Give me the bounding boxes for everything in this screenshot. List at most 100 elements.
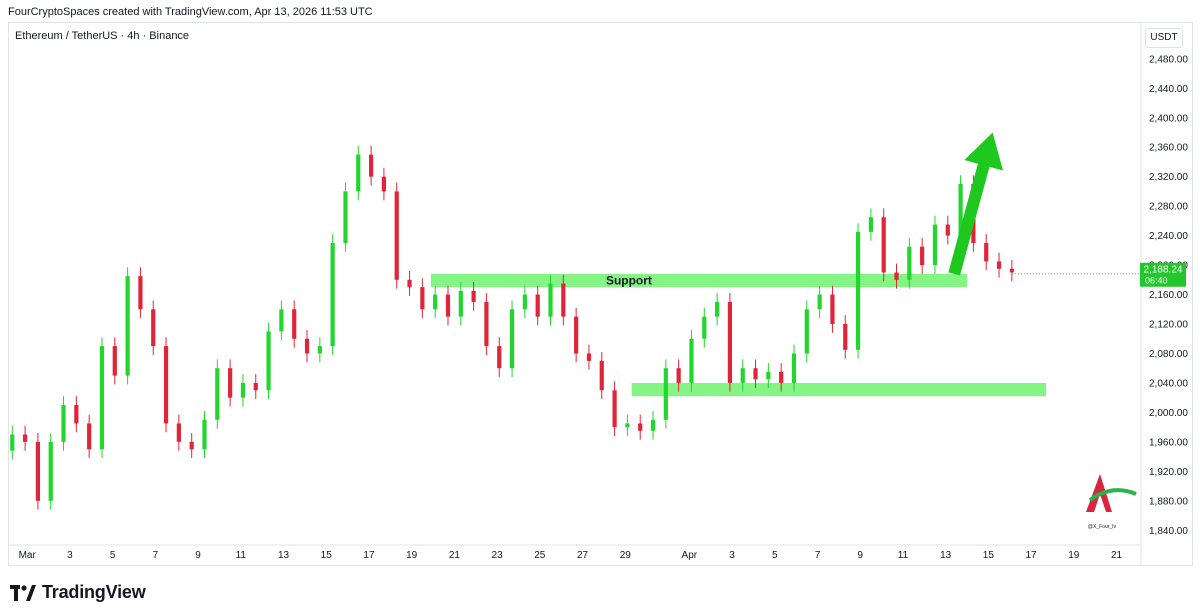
currency-button[interactable]: USDT — [1145, 28, 1183, 48]
x-tick-label: 7 — [815, 550, 821, 561]
candle-body — [868, 217, 873, 232]
y-tick-label: 2,440.00 — [1149, 84, 1188, 95]
y-tick-label: 1,960.00 — [1149, 437, 1188, 448]
y-tick-label: 2,120.00 — [1149, 320, 1188, 331]
candle-body — [727, 301, 733, 383]
candle-body — [112, 346, 117, 376]
candle-body — [638, 423, 643, 431]
y-tick-label: 2,480.00 — [1149, 54, 1188, 65]
candle-body — [894, 272, 899, 280]
candle-body — [612, 390, 617, 428]
candle-body — [228, 368, 233, 398]
watermark-swoosh-icon — [1088, 488, 1137, 502]
x-tick-label: 9 — [857, 550, 863, 561]
candle-body — [535, 294, 540, 317]
candle-body — [497, 346, 502, 369]
candle-body — [907, 246, 912, 280]
x-tick-label: 17 — [363, 550, 375, 561]
x-tick-label: 11 — [898, 550, 909, 561]
candle-body — [920, 246, 925, 266]
candle-body — [394, 191, 399, 280]
x-tick-label: 21 — [1111, 550, 1123, 561]
candle-body — [176, 423, 181, 442]
candle-body — [61, 405, 66, 442]
candle-body — [715, 301, 720, 317]
brand-name: TradingView — [42, 582, 146, 602]
x-tick-label: 3 — [67, 550, 73, 561]
y-tick-label: 2,000.00 — [1149, 408, 1188, 419]
candle-body — [151, 309, 156, 347]
candle-body — [740, 368, 745, 383]
candle-body — [779, 371, 784, 383]
candle-body — [163, 346, 169, 424]
x-tick-label: 7 — [153, 550, 159, 561]
candle-body — [1009, 268, 1014, 273]
candle-body — [343, 191, 348, 243]
candle-body — [317, 346, 322, 354]
last-price-value: 2,188.24 — [1144, 265, 1183, 276]
x-tick-label: 21 — [449, 550, 461, 561]
tradingview-brand[interactable]: TradingView — [10, 582, 146, 603]
y-tick-label: 2,280.00 — [1149, 202, 1188, 213]
x-tick-label: 3 — [729, 550, 735, 561]
candle-body — [445, 294, 451, 317]
tradingview-logo-icon — [10, 584, 36, 601]
candle-body — [189, 441, 194, 450]
candle-body — [509, 309, 515, 369]
candle-body — [202, 419, 207, 450]
candle-body — [548, 283, 553, 317]
candle-body — [240, 382, 246, 398]
candle-body — [368, 154, 374, 177]
y-tick-label: 1,840.00 — [1149, 526, 1188, 537]
chart-frame — [8, 22, 1193, 566]
candle-body — [522, 294, 527, 310]
y-tick-label: 2,240.00 — [1149, 231, 1188, 242]
candle-body — [830, 294, 835, 325]
candle-body — [791, 353, 797, 383]
candle-body — [958, 184, 963, 236]
candle-body — [817, 294, 822, 310]
chart-credit: FourCryptoSpaces created with TradingVie… — [8, 6, 373, 18]
candle-body — [804, 309, 809, 354]
x-tick-label: Apr — [682, 550, 698, 561]
x-tick-label: 29 — [620, 550, 632, 561]
candle-body — [35, 441, 41, 501]
candle-body — [304, 338, 310, 354]
candle-body — [766, 371, 771, 380]
upward-projection-arrow — [948, 132, 1004, 276]
candle-body — [407, 279, 412, 288]
x-tick-label: 27 — [577, 550, 589, 561]
candle-body — [881, 217, 886, 273]
candle-body — [356, 154, 361, 192]
candle-body — [433, 294, 438, 310]
candle-body — [702, 316, 707, 339]
x-tick-label: 19 — [406, 550, 418, 561]
candle-body — [676, 368, 681, 383]
candle-body — [292, 309, 297, 339]
candle-body — [984, 242, 989, 262]
candle-body — [471, 290, 476, 302]
x-tick-label: 5 — [772, 550, 778, 561]
x-tick-label: 25 — [534, 550, 546, 561]
candle-body — [381, 176, 387, 192]
candle-body — [561, 283, 566, 317]
candle-body — [99, 346, 105, 450]
candle-body — [855, 231, 861, 350]
candle-body — [586, 353, 592, 361]
x-tick-label: 19 — [1068, 550, 1080, 561]
candle-body — [215, 368, 220, 420]
symbol-title[interactable]: Ethereum / TetherUS · 4h · Binance — [15, 30, 190, 42]
candle-body — [330, 242, 335, 347]
candle-body — [48, 441, 53, 501]
x-tick-label: 15 — [983, 550, 995, 561]
support-zone — [430, 273, 967, 288]
candle-body — [138, 276, 143, 310]
candle-body — [125, 276, 130, 376]
y-tick-label: 2,080.00 — [1149, 349, 1188, 360]
candle-body — [10, 434, 15, 451]
x-tick-label: 9 — [195, 550, 201, 561]
candle-body — [650, 419, 656, 431]
last-price-badge — [1140, 262, 1186, 287]
support-label: Support — [606, 274, 652, 288]
